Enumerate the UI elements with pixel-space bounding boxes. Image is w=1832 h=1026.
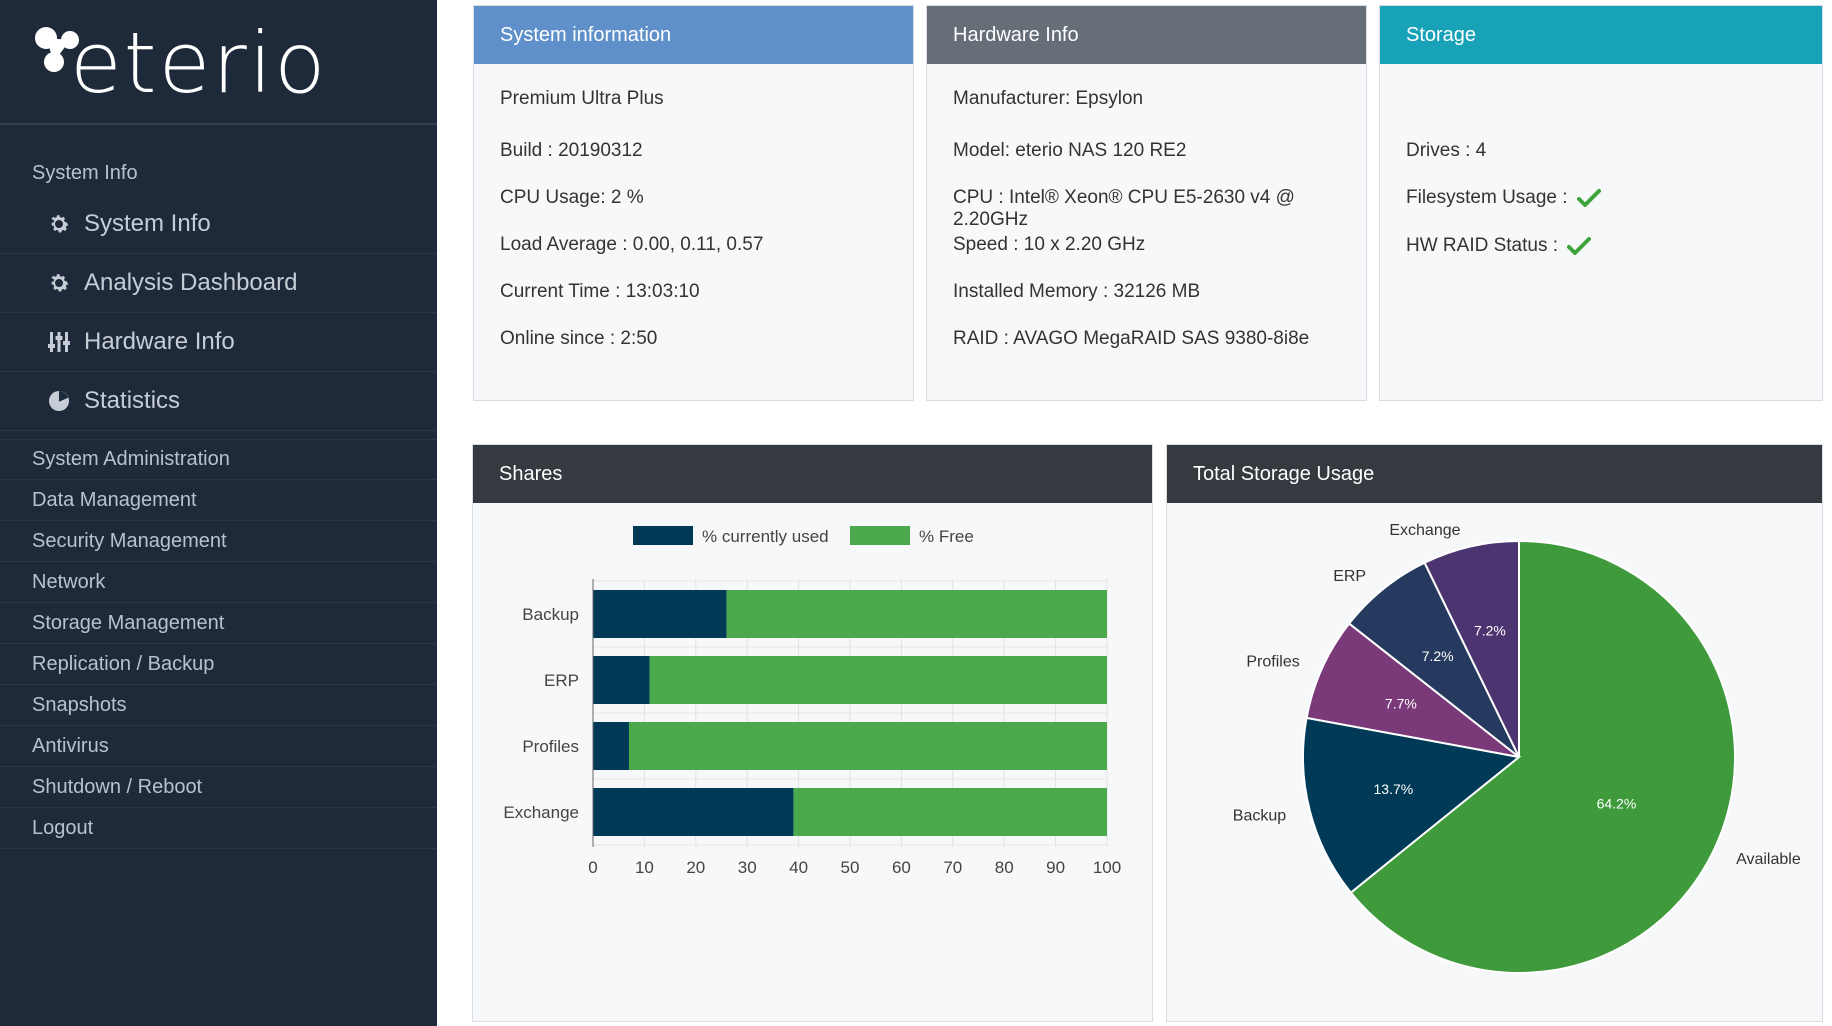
x-tick-label: 100: [1093, 858, 1121, 877]
system-info-panel: System information Premium Ultra Plus Bu…: [473, 5, 914, 401]
storage-pie-chart: 64.2% Available 13.7% Backup 7.7% Profiles 7.2…: [1233, 522, 1801, 974]
gear-icon: [46, 211, 72, 237]
hardware-info-panel: Hardware Info Manufacturer: Epsylon Mode…: [926, 5, 1367, 401]
category-label: Profiles: [522, 737, 579, 756]
sidebar-item-data-management[interactable]: Data Management: [0, 480, 437, 521]
nav-section-system-info[interactable]: System Info: [32, 162, 138, 184]
raid-text: RAID : AVAGO MegaRAID SAS 9380-8i8e: [953, 328, 1310, 349]
pie-category-label: ERP: [1333, 568, 1366, 585]
system-info-panel-title: System information: [474, 6, 913, 64]
online-since-text: Online since : 2:50: [500, 328, 658, 349]
shares-panel-title: Shares: [473, 445, 1152, 503]
total-storage-usage-panel-title: Total Storage Usage: [1167, 445, 1822, 503]
current-time-text: Current Time : 13:03:10: [500, 281, 700, 302]
pie-category-label: Profiles: [1246, 654, 1299, 671]
bar-used-exchange[interactable]: [593, 788, 794, 836]
legend-swatch: [850, 526, 910, 545]
legend-label: % currently used: [702, 527, 829, 546]
bar-free-profiles[interactable]: [628, 722, 1107, 770]
cpu-usage-text: CPU Usage: 2 %: [500, 187, 644, 208]
pie-value-label: 64.2%: [1597, 796, 1637, 812]
sidebar-item-network[interactable]: Network: [0, 562, 437, 603]
sidebar-item-label: Analysis Dashboard: [84, 269, 298, 296]
x-tick-label: 30: [738, 858, 757, 877]
bar-used-backup[interactable]: [593, 590, 727, 638]
sidebar-item-system-administration[interactable]: System Administration: [0, 439, 437, 480]
shares-bar-chart: Backup ERP Profiles Exchange 0 10 20 30 40 50 60 70…: [503, 526, 1121, 877]
sidebar-item-statistics[interactable]: Statistics: [0, 372, 437, 431]
sidebar-item-analysis-dashboard[interactable]: Analysis Dashboard: [0, 254, 437, 313]
filesystem-usage-row: Filesystem Usage :: [1406, 187, 1601, 209]
pie-value-label: 7.2%: [1474, 623, 1506, 639]
pie-slice-exchange[interactable]: [1423, 539, 1520, 758]
sidebar-item-shutdown-reboot[interactable]: Shutdown / Reboot: [0, 767, 437, 808]
brand-name: eterio: [70, 14, 328, 112]
x-tick-label: 90: [1046, 858, 1065, 877]
sidebar-item-system-info[interactable]: System Info: [0, 195, 437, 254]
bar-free-exchange[interactable]: [793, 788, 1107, 836]
storage-panel-title: Storage: [1380, 6, 1822, 64]
total-storage-usage-panel: Total Storage Usage 64.2% Available 13.7% B…: [1166, 444, 1823, 1022]
x-tick-label: 70: [943, 858, 962, 877]
bar-used-erp[interactable]: [593, 656, 650, 704]
manufacturer-text: Manufacturer: Epsylon: [953, 88, 1144, 109]
pie-slice-available[interactable]: [1349, 539, 1736, 974]
pie-slice-backup[interactable]: [1302, 716, 1522, 894]
sidebar-item-antivirus[interactable]: Antivirus: [0, 726, 437, 767]
sidebar-item-replication-backup[interactable]: Replication / Backup: [0, 644, 437, 685]
memory-text: Installed Memory : 32126 MB: [953, 281, 1201, 302]
x-tick-label: 50: [841, 858, 860, 877]
pie-value-label: 7.7%: [1385, 696, 1417, 712]
pie-category-label: Available: [1736, 851, 1801, 868]
bar-free-backup[interactable]: [726, 590, 1107, 638]
legend-swatch: [633, 526, 693, 545]
pie-value-label: 13.7%: [1374, 781, 1414, 797]
speed-text: Speed : 10 x 2.20 GHz: [953, 234, 1146, 255]
pie-category-label: Backup: [1233, 807, 1286, 824]
build-text: Build : 20190312: [500, 140, 643, 161]
sidebar-item-label: Hardware Info: [84, 328, 235, 355]
sidebar-item-label: Statistics: [84, 387, 181, 414]
sidebar-item-hardware-info[interactable]: Hardware Info: [0, 313, 437, 372]
hw-raid-status-row: HW RAID Status :: [1406, 235, 1592, 257]
gear-icon: [46, 270, 72, 296]
hw-raid-status-label: HW RAID Status :: [1406, 235, 1559, 256]
filesystem-usage-label: Filesystem Usage :: [1406, 187, 1568, 208]
category-label: Exchange: [503, 803, 579, 822]
sidebar-item-storage-management[interactable]: Storage Management: [0, 603, 437, 644]
sliders-icon: [46, 329, 72, 355]
sidebar-item-label: System Info: [84, 210, 211, 237]
pie-slice-profiles[interactable]: [1305, 622, 1520, 758]
edition-text: Premium Ultra Plus: [500, 88, 664, 109]
brand-logo[interactable]: eterio: [0, 0, 437, 125]
bar-free-erp[interactable]: [649, 656, 1107, 704]
sidebar-item-logout[interactable]: Logout: [0, 808, 437, 849]
x-tick-label: 10: [635, 858, 654, 877]
shares-panel: Shares Backup ERP Profiles Exchange 0 10 20 30 4…: [472, 444, 1153, 1022]
category-label: ERP: [544, 671, 579, 690]
category-label: Backup: [522, 605, 579, 624]
sidebar: eterio System Info System Info Analysis …: [0, 0, 437, 1026]
pie-value-label: 7.2%: [1422, 648, 1454, 664]
model-text: Model: eterio NAS 120 RE2: [953, 140, 1187, 161]
legend-label: % Free: [919, 527, 974, 546]
drives-text: Drives : 4: [1406, 140, 1487, 161]
pie-chart-icon: [46, 388, 72, 414]
x-tick-label: 40: [789, 858, 808, 877]
cpu-text: CPU : Intel® Xeon® CPU E5-2630 v4 @ 2.20…: [953, 187, 1295, 230]
check-icon: [1576, 188, 1601, 207]
x-tick-label: 60: [892, 858, 911, 877]
storage-panel: Storage Drives : 4 Filesystem Usage : HW…: [1379, 5, 1823, 401]
pie-category-label: Exchange: [1389, 522, 1460, 539]
sidebar-item-snapshots[interactable]: Snapshots: [0, 685, 437, 726]
logo-mark-icon: [35, 27, 79, 72]
bar-used-profiles[interactable]: [593, 722, 629, 770]
load-average-text: Load Average : 0.00, 0.11, 0.57: [500, 234, 764, 255]
sidebar-item-security-management[interactable]: Security Management: [0, 521, 437, 562]
x-tick-label: 80: [995, 858, 1014, 877]
check-icon: [1567, 236, 1592, 255]
x-tick-label: 0: [588, 858, 597, 877]
x-tick-label: 20: [686, 858, 705, 877]
hardware-info-panel-title: Hardware Info: [927, 6, 1366, 64]
